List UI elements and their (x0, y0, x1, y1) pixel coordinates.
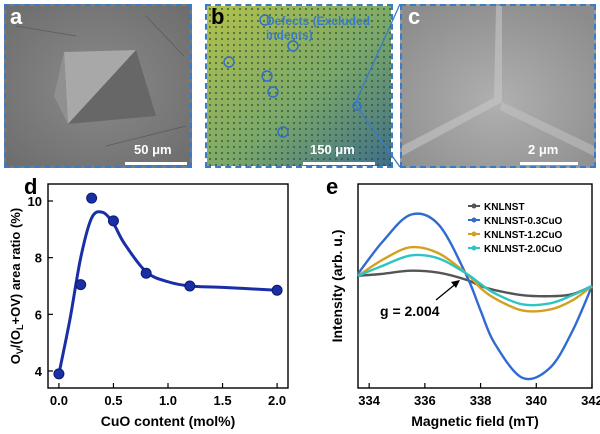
panel-b-annotation: Defects (Excluded indents) (266, 14, 371, 42)
chart-d-xlabel: CuO content (mol%) (101, 413, 236, 429)
chart-d-ylabel-part: L (15, 324, 25, 330)
chart-d-ytick-label: 10 (28, 194, 42, 209)
panel-c-scale-bar (520, 162, 578, 165)
chart-d-point (271, 284, 283, 296)
chart-e-legend-label: KNLNST-0.3CuO (484, 216, 563, 227)
connector-top (354, 3, 401, 105)
chart-d-ylabel: OV/(OL+OV) area ratio (%) (8, 208, 25, 364)
panel-b-label: b (211, 4, 225, 29)
chart-d-ylabel-part: O (8, 354, 23, 364)
chart-d-ylabel-part: /(O (8, 330, 23, 348)
chart-d-point (86, 192, 98, 204)
chart-d-ylabel-part: +O (8, 307, 23, 325)
chart-e-legend-marker (471, 217, 477, 223)
panel-e-label: e (326, 174, 339, 199)
panel-a-scale-bar (125, 162, 187, 165)
chart-e-legend-marker (471, 245, 477, 251)
panel-b-scale-text: 150 μm (310, 142, 355, 157)
chart-d-fit-curve (57, 210, 278, 375)
panel-b-scale-bar (303, 162, 375, 165)
defect-circles (223, 14, 362, 138)
chart-e-series-line (357, 245, 593, 313)
chart-d-ylabel-part: V (8, 298, 23, 307)
chart-d-ylabel-part: ) area ratio (%) (8, 208, 23, 298)
chart-d-xtick-label: 0.0 (50, 393, 68, 408)
panel-a-scale-text: 50 μm (134, 142, 172, 157)
chart-e-legend-label: KNLNST-2.0CuO (484, 244, 563, 255)
chart-e-ylabel: Intensity (arb. u.) (329, 230, 345, 343)
indent-array-graphic (207, 6, 391, 166)
chart-e-epr-spectrum: 334 336 338 340 342 Magnetic field (mT) Intens… (329, 183, 600, 429)
chart-d-point (75, 279, 87, 291)
panel-c-zoom-image (400, 4, 596, 168)
chart-e-xtick-label: 340 (525, 393, 547, 408)
indent-zoom-graphic (402, 6, 594, 166)
chart-d-ylabel-part: V (15, 348, 25, 354)
chart-e-xlabel: Magnetic field (mT) (411, 413, 539, 429)
chart-e-series-line (357, 212, 594, 381)
chart-d-xtick-label: 1.5 (214, 393, 232, 408)
panel-a-sem-image (4, 4, 192, 168)
chart-d-point (184, 280, 196, 292)
panel-c-scale-text: 2 μm (528, 142, 559, 157)
chart-d-ytick-label: 6 (35, 307, 42, 322)
chart-e-series-line (357, 269, 593, 298)
panel-a-label: a (10, 4, 23, 29)
panel-c-label: c (408, 4, 421, 29)
chart-e-legend-label: KNLNST (484, 202, 525, 213)
panel-b-indent-array-image (205, 4, 393, 168)
chart-d-point (140, 267, 152, 279)
chart-d-xtick-label: 0.5 (104, 393, 122, 408)
chart-d-point (107, 215, 119, 227)
chart-d-ytick-label: 4 (35, 364, 43, 379)
chart-d-xtick-label: 2.0 (268, 393, 286, 408)
chart-e-xtick-label: 334 (358, 393, 380, 408)
chart-e-series-line (357, 253, 593, 307)
chart-e-legend-label: KNLNST-1.2CuO (484, 230, 563, 241)
connector-bottom (354, 103, 401, 168)
chart-d-xtick-label: 1.0 (159, 393, 177, 408)
chart-d-point (53, 368, 65, 380)
chart-d-ytick-label: 8 (35, 251, 42, 266)
chart-e-annotation: g = 2.004 (380, 303, 440, 319)
chart-e-legend-marker (471, 231, 477, 237)
chart-e-xtick-label: 342 (581, 393, 600, 408)
chart-e-annotation-arrow-head (451, 280, 460, 288)
chart-e-legend-marker (471, 203, 477, 209)
chart-e-xtick-label: 336 (414, 393, 436, 408)
chart-e-xtick-label: 338 (470, 393, 492, 408)
indent-pyramid-graphic (6, 6, 190, 166)
panel-d-label: d (24, 174, 38, 199)
